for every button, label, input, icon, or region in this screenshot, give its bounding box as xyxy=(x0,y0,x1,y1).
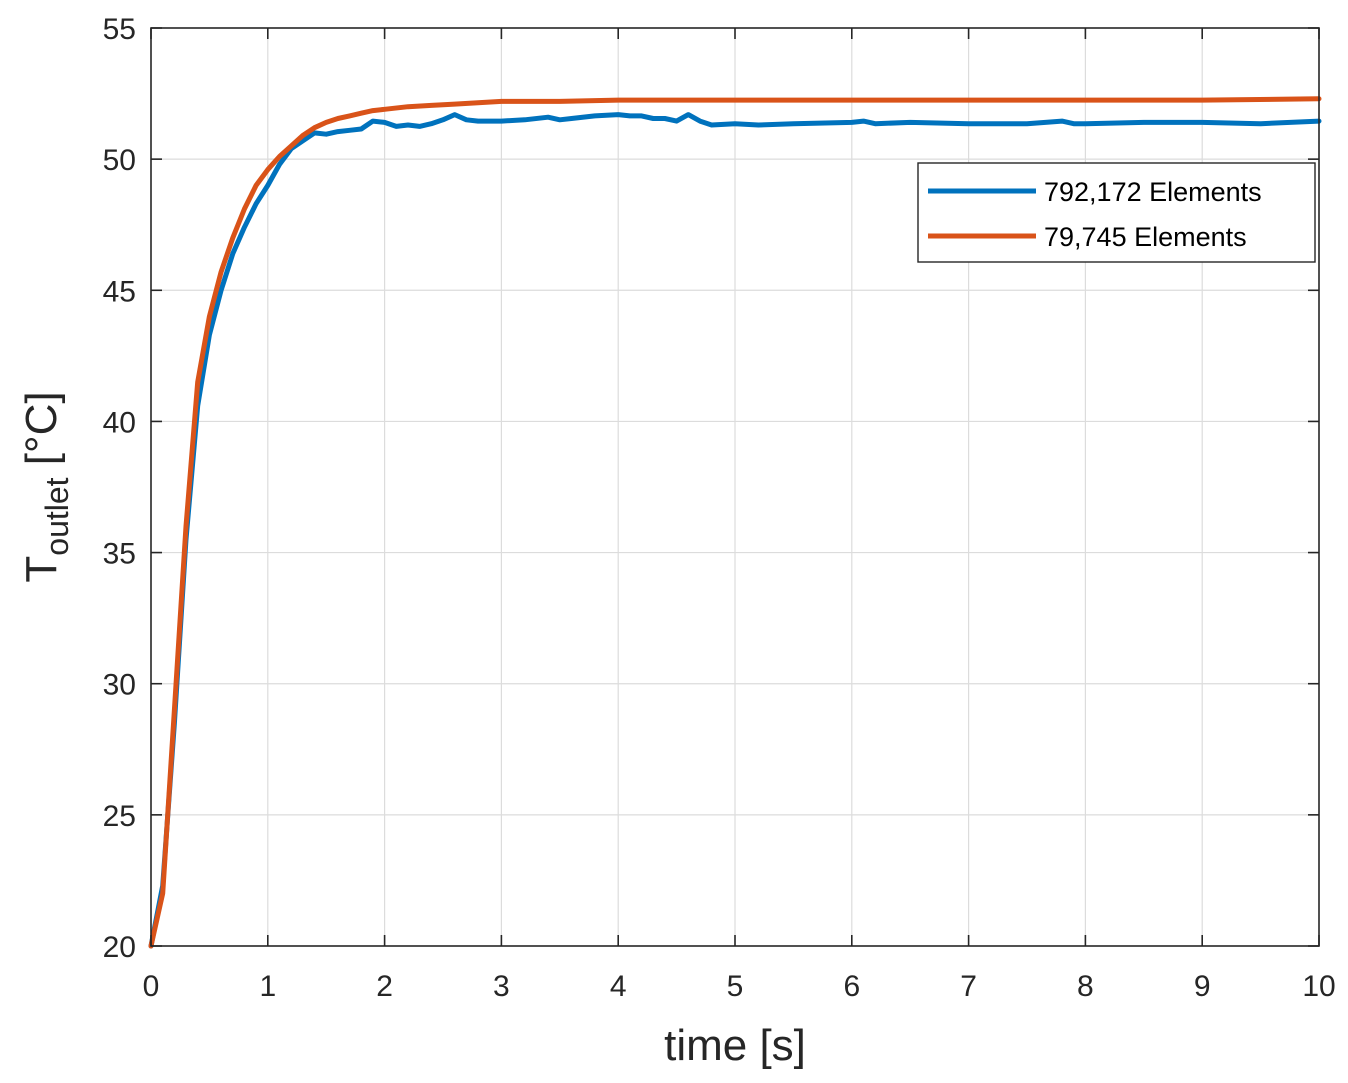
y-axis-label-main: T xyxy=(17,556,66,583)
y-tick-label: 30 xyxy=(103,669,136,702)
y-tick-label: 35 xyxy=(103,538,136,571)
x-tick-label: 2 xyxy=(376,970,393,1003)
y-tick-label: 25 xyxy=(103,800,136,833)
grid-lines xyxy=(151,28,1319,946)
legend: 792,172 Elements 79,745 Elements xyxy=(917,162,1316,263)
legend-entry-series-1: 792,172 Elements xyxy=(1044,177,1262,207)
x-tick-label: 8 xyxy=(1077,970,1094,1003)
series-line-2 xyxy=(148,96,1322,949)
x-tick-label: 5 xyxy=(727,970,744,1003)
x-tick-label: 6 xyxy=(843,970,860,1003)
x-tick-label: 9 xyxy=(1194,970,1211,1003)
x-tick-label: 0 xyxy=(143,970,160,1003)
y-tick-labels: 20 25 30 35 40 45 50 55 xyxy=(103,13,136,964)
y-axis-label: Toutlet [°C] xyxy=(17,391,75,582)
x-tick-label: 4 xyxy=(610,970,627,1003)
y-axis-label-unit: [°C] xyxy=(17,391,66,477)
x-tick-label: 1 xyxy=(259,970,276,1003)
y-tick-label: 40 xyxy=(103,406,136,439)
series-lines xyxy=(148,96,1322,949)
x-tick-labels: 0 1 2 3 4 5 6 7 8 9 10 xyxy=(143,970,1336,1003)
x-tick-label: 3 xyxy=(493,970,510,1003)
y-tick-label: 55 xyxy=(103,13,136,46)
x-tick-label: 10 xyxy=(1302,970,1335,1003)
y-tick-label: 50 xyxy=(103,144,136,177)
legend-entry-series-2: 79,745 Elements xyxy=(1044,222,1247,252)
tick-marks xyxy=(150,27,1320,947)
y-tick-label: 45 xyxy=(103,275,136,308)
legend-box xyxy=(917,162,1316,263)
x-axis-label: time [s] xyxy=(664,1021,806,1070)
series-line-1 xyxy=(148,112,1322,949)
x-tick-label: 7 xyxy=(960,970,977,1003)
y-tick-label: 20 xyxy=(103,931,136,964)
y-axis-label-subscript: outlet xyxy=(39,477,75,555)
